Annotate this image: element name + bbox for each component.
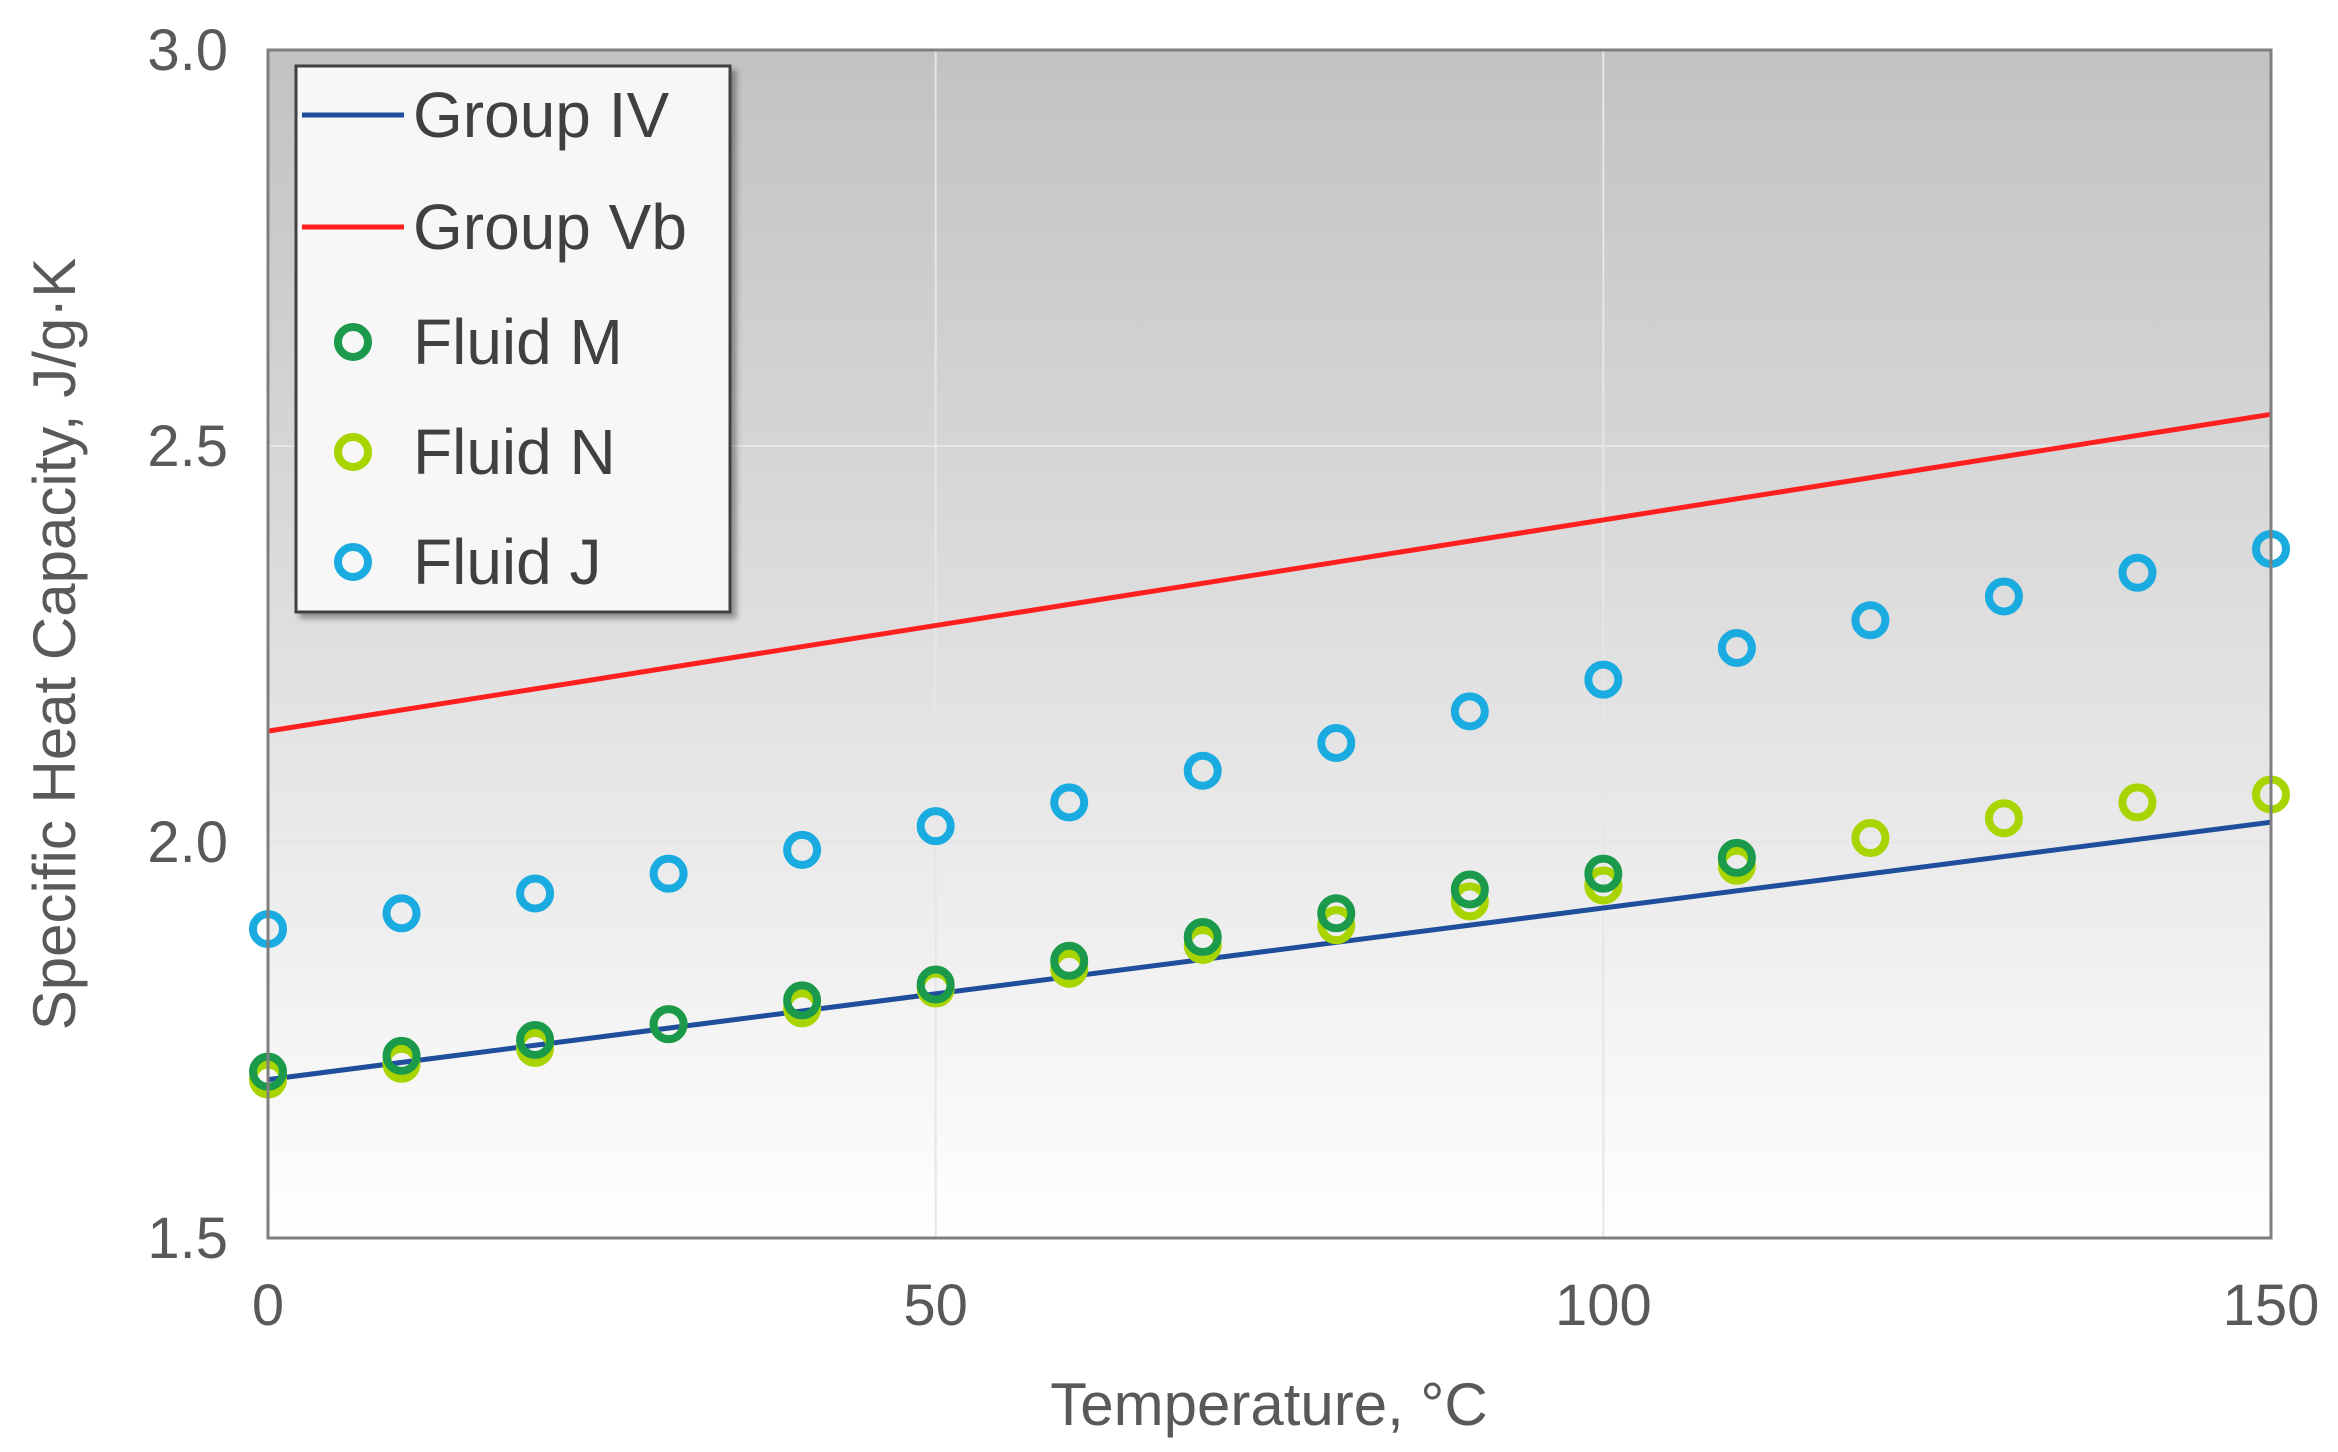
legend-label-group-iv: Group IV (413, 79, 669, 151)
x-tick-label: 150 (2223, 1273, 2320, 1338)
fluid-m-point (382, 1036, 421, 1075)
legend-marker-fluid-n (334, 433, 372, 471)
fluid-j-point (1584, 660, 1623, 699)
fluid-n-point (1584, 866, 1623, 905)
fluid-j-point (1317, 724, 1356, 762)
fluid-j-point (1050, 783, 1089, 822)
y-tick-label: 2.5 (147, 414, 228, 479)
x-tick-label: 50 (903, 1273, 968, 1338)
legend-marker-fluid-m (334, 323, 372, 361)
fluid-m-point (1450, 870, 1489, 909)
fluid-m-point (649, 1005, 688, 1044)
fluid-j-point (2118, 553, 2157, 592)
fluid-j-point (649, 854, 688, 893)
legend: Group IV Group Vb Fluid M Fluid N Fluid … (294, 64, 732, 614)
tick-labels: 0 50 100 150 1.5 2.0 2.5 3.0 (147, 18, 2319, 1338)
fluid-m-point (516, 1021, 555, 1059)
fluid-m-point (783, 981, 822, 1020)
fluid-j-point (1851, 601, 1890, 640)
series-fluid-j (249, 529, 2290, 949)
x-tick-label: 0 (252, 1273, 284, 1338)
fluid-n-point (1317, 906, 1356, 945)
fluid-j-point (1717, 628, 1756, 667)
fluid-n-point (1851, 819, 1890, 858)
fluid-n-point (1450, 882, 1489, 921)
fluid-j-point (382, 894, 421, 933)
group-vb-line (267, 411, 2272, 734)
y-axis-title: Specific Heat Capacity, J/g·K (21, 258, 88, 1031)
series-fluid-m (249, 838, 1756, 1091)
fluid-j-point (783, 830, 822, 869)
fluid-j-point (916, 807, 955, 846)
series-group-vb (267, 411, 2272, 734)
series-group-iv (267, 819, 2272, 1083)
legend-label-fluid-m: Fluid M (413, 306, 623, 378)
legend-label-fluid-n: Fluid N (413, 416, 616, 488)
fluid-j-point (516, 874, 555, 913)
fluid-m-point (916, 965, 955, 1004)
fluid-j-point (1450, 692, 1489, 731)
y-tick-label: 2.0 (147, 810, 228, 875)
fluid-j-point (1984, 577, 2023, 616)
y-tick-label: 3.0 (147, 18, 228, 83)
x-tick-label: 100 (1555, 1273, 1652, 1338)
plot-border (266, 48, 2273, 1240)
legend-label-fluid-j: Fluid J (413, 526, 602, 598)
fluid-m-point (1183, 918, 1222, 957)
fluid-m-point (1050, 941, 1089, 980)
group-iv-line (267, 819, 2272, 1083)
fluid-m-point (1584, 854, 1623, 893)
fluid-n-point (1984, 799, 2023, 838)
fluid-m-point (1317, 894, 1356, 933)
y-tick-label: 1.5 (147, 1206, 228, 1271)
x-axis-title: Temperature, °C (1050, 1371, 1488, 1438)
legend-label-group-vb: Group Vb (413, 191, 687, 263)
legend-marker-fluid-j (334, 543, 372, 581)
fluid-j-point (1183, 751, 1222, 790)
fluid-m-point (1717, 838, 1756, 877)
fluid-n-point (2118, 783, 2157, 822)
